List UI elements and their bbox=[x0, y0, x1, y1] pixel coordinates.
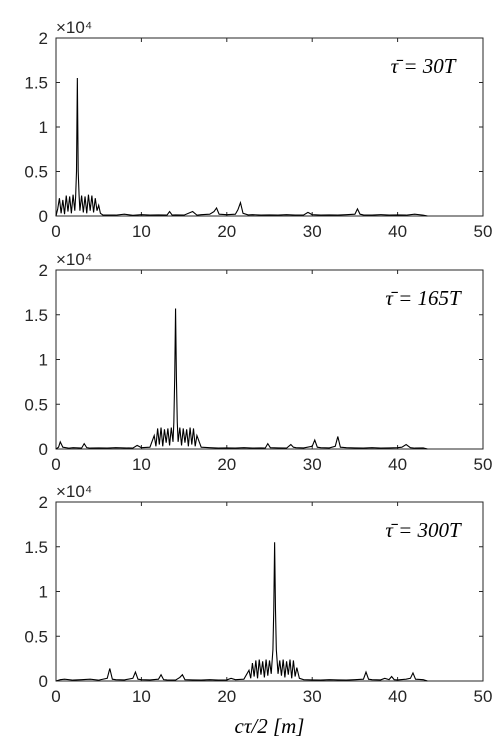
y-tick-label: 1 bbox=[39, 583, 48, 602]
y-scale-label: ×10⁴ bbox=[56, 250, 92, 269]
series-line bbox=[55, 542, 428, 682]
y-tick-label: 1.5 bbox=[24, 74, 48, 93]
y-tick-label: 2 bbox=[39, 493, 48, 512]
x-tick-label: 40 bbox=[388, 687, 407, 706]
subplot-3: 0 10 20 30 40 50 0 0.5 1 1.5 2 ×10⁴ τ̄ = 300T cτ/2 [m… bbox=[24, 482, 492, 738]
x-tick-label: 20 bbox=[217, 455, 236, 474]
subplot-2: 0 10 20 30 40 50 0 0.5 1 1.5 2 ×10⁴ τ̄ = 165T bbox=[24, 250, 492, 474]
x-tick-label: 40 bbox=[388, 222, 407, 241]
y-tick-label: 1.5 bbox=[24, 306, 48, 325]
y-tick-label: 2 bbox=[39, 261, 48, 280]
x-tick-label: 20 bbox=[217, 687, 236, 706]
x-tick-label: 0 bbox=[51, 222, 60, 241]
x-tick-label: 50 bbox=[474, 687, 493, 706]
y-tick-label: 0 bbox=[39, 207, 48, 226]
x-tick-label: 30 bbox=[303, 455, 322, 474]
y-tick-label: 0 bbox=[39, 440, 48, 459]
annotation: τ̄ = 30T bbox=[391, 54, 457, 78]
y-tick-label: 1.5 bbox=[24, 538, 48, 557]
series-line bbox=[55, 308, 428, 450]
y-tick-label: 0.5 bbox=[24, 395, 48, 414]
y-tick-label: 0.5 bbox=[24, 163, 48, 182]
series-line bbox=[55, 78, 428, 217]
annotation: τ̄ = 300T bbox=[385, 518, 462, 542]
x-tick-label: 10 bbox=[132, 222, 151, 241]
x-tick-label: 50 bbox=[474, 455, 493, 474]
y-tick-label: 1 bbox=[39, 118, 48, 137]
y-scale-label: ×10⁴ bbox=[56, 18, 92, 37]
x-tick-label: 50 bbox=[474, 222, 493, 241]
x-tick-label: 30 bbox=[303, 687, 322, 706]
y-tick-label: 0 bbox=[39, 672, 48, 691]
annotation: τ̄ = 165T bbox=[385, 286, 462, 310]
x-tick-label: 0 bbox=[51, 687, 60, 706]
x-tick-label: 10 bbox=[132, 455, 151, 474]
x-tick-label: 10 bbox=[132, 687, 151, 706]
x-axis-label: cτ/2 [m] bbox=[235, 714, 305, 738]
y-tick-label: 0.5 bbox=[24, 627, 48, 646]
y-scale-label: ×10⁴ bbox=[56, 482, 92, 501]
subplot-1: 0 10 20 30 40 50 0 0.5 1 1.5 2 ×10⁴ τ̄ = 30T bbox=[24, 18, 492, 241]
x-tick-label: 30 bbox=[303, 222, 322, 241]
x-tick-label: 40 bbox=[388, 455, 407, 474]
y-tick-label: 1 bbox=[39, 351, 48, 370]
y-tick-label: 2 bbox=[39, 29, 48, 48]
x-tick-label: 0 bbox=[51, 455, 60, 474]
x-tick-label: 20 bbox=[217, 222, 236, 241]
